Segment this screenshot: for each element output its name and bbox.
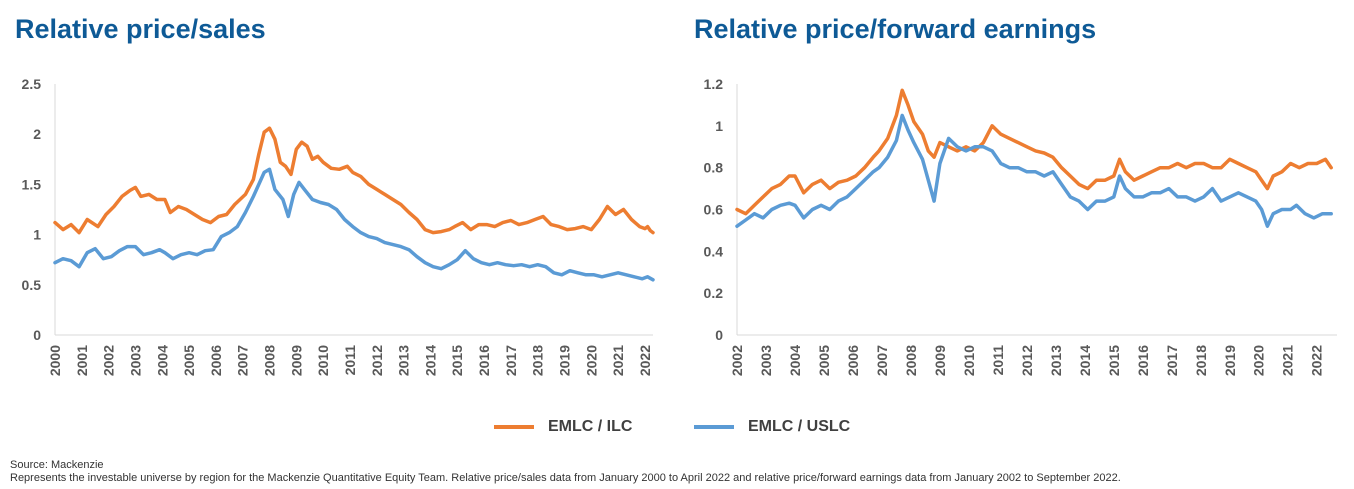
legend-swatch-emlc-ilc <box>494 425 534 429</box>
x-tick-label: 2012 <box>369 345 385 376</box>
x-tick-label: 2010 <box>315 345 331 376</box>
y-tick-label: 0.2 <box>704 285 724 301</box>
x-tick-label: 2009 <box>932 345 948 376</box>
series-line-ilc <box>53 126 655 235</box>
chart-title-price-sales: Relative price/sales <box>15 14 266 44</box>
x-tick-label: 2004 <box>154 345 170 376</box>
x-tick-label: 2007 <box>874 345 890 376</box>
x-tick-label: 2005 <box>816 345 832 376</box>
x-tick-label: 2010 <box>961 345 977 376</box>
x-tick-label: 2017 <box>503 345 519 376</box>
x-tick-label: 2000 <box>47 345 63 376</box>
x-tick-label: 2002 <box>729 345 745 376</box>
x-tick-label: 2016 <box>476 345 492 376</box>
series-line-uslc <box>735 113 1333 228</box>
x-tick-label: 2001 <box>74 345 90 376</box>
y-tick-label: 2 <box>33 126 41 142</box>
methodology-note: Represents the investable universe by re… <box>10 472 1121 484</box>
x-tick-label: 2018 <box>1193 345 1209 376</box>
y-tick-label: 0.4 <box>704 243 724 259</box>
x-tick-label: 2015 <box>449 345 465 376</box>
y-tick-label: 1.5 <box>22 176 42 192</box>
legend-item-emlc-ilc: EMLC / ILC <box>494 414 632 440</box>
legend-item-emlc-uslc: EMLC / USLC <box>694 414 850 440</box>
y-tick-label: 1.2 <box>704 76 724 92</box>
x-tick-label: 2017 <box>1164 345 1180 376</box>
x-tick-label: 2007 <box>235 345 251 376</box>
price-forward-earnings-chart: 0 0.2 0.4 0.6 0.8 1 1.2 2002 2003 2004 2005 2006 200… <box>704 76 1337 376</box>
x-tick-label: 2002 <box>101 345 117 376</box>
x-tick-label: 2011 <box>990 345 1006 376</box>
series-line-uslc <box>53 167 655 282</box>
x-tick-label: 2012 <box>1019 345 1035 376</box>
x-tick-label: 2006 <box>208 345 224 376</box>
y-tick-label: 0.5 <box>22 277 42 293</box>
legend-label-emlc-ilc: EMLC / ILC <box>548 418 633 435</box>
x-tick-label: 2003 <box>758 345 774 376</box>
x-tick-label: 2018 <box>530 345 546 376</box>
y-tick-label: 0.8 <box>704 160 724 176</box>
y-tick-label: 1 <box>715 118 723 134</box>
x-tick-label: 2014 <box>1077 345 1093 376</box>
x-tick-label: 2020 <box>1251 345 1267 376</box>
x-tick-label: 2004 <box>787 345 803 376</box>
legend-swatch-emlc-uslc <box>694 425 734 429</box>
x-tick-label: 2008 <box>262 345 278 376</box>
x-tick-label: 2021 <box>610 345 626 376</box>
chart-legend: EMLC / ILC EMLC / USLC <box>0 414 1354 440</box>
x-tick-label: 2019 <box>557 345 573 376</box>
x-tick-label: 2003 <box>127 345 143 376</box>
x-tick-label: 2008 <box>903 345 919 376</box>
x-tick-label: 2022 <box>1309 345 1325 376</box>
x-tick-label: 2013 <box>396 345 412 376</box>
x-tick-label: 2013 <box>1048 345 1064 376</box>
x-tick-label: 2005 <box>181 345 197 376</box>
source-note: Source: Mackenzie <box>10 459 104 471</box>
y-tick-label: 0.6 <box>704 202 724 218</box>
x-tick-label: 2021 <box>1280 345 1296 376</box>
x-tick-label: 2009 <box>288 345 304 376</box>
legend-label-emlc-uslc: EMLC / USLC <box>748 418 851 435</box>
y-tick-label: 0 <box>33 327 41 343</box>
x-tick-label: 2020 <box>583 345 599 376</box>
y-tick-label: 2.5 <box>22 76 42 92</box>
y-tick-label: 0 <box>715 327 723 343</box>
x-tick-label: 2014 <box>422 345 438 376</box>
series-line-ilc <box>735 88 1333 216</box>
chart-title-price-forward-earnings: Relative price/forward earnings <box>694 14 1097 44</box>
y-tick-label: 1 <box>33 227 41 243</box>
price-sales-chart: 0 0.5 1 1.5 2 2.5 2000 2001 2002 2003 2004 2005 2006… <box>22 76 655 376</box>
x-tick-label: 2019 <box>1222 345 1238 376</box>
x-tick-label: 2022 <box>637 345 653 376</box>
x-tick-label: 2006 <box>845 345 861 376</box>
x-tick-label: 2016 <box>1135 345 1151 376</box>
x-tick-label: 2011 <box>342 345 358 376</box>
x-tick-label: 2015 <box>1106 345 1122 376</box>
